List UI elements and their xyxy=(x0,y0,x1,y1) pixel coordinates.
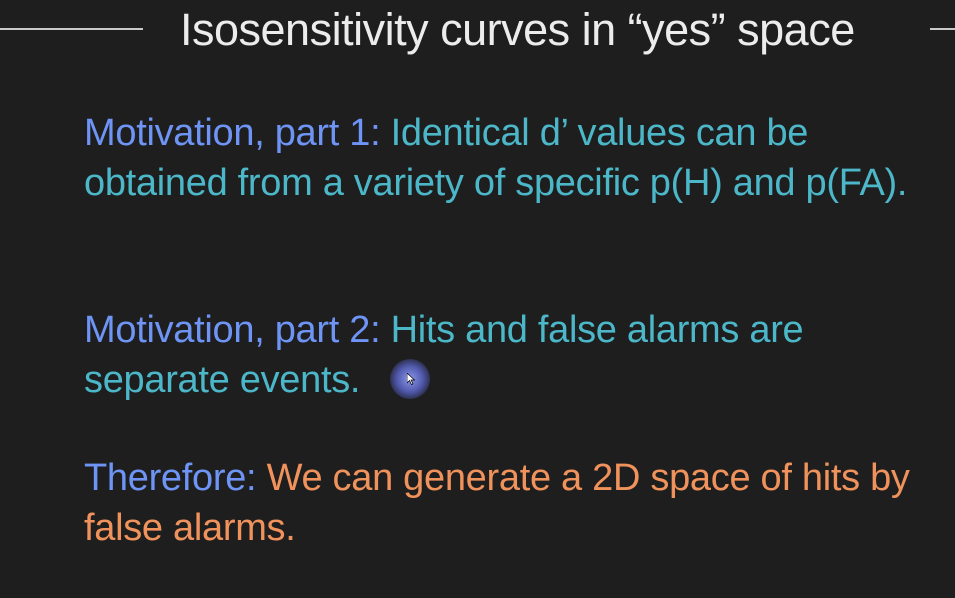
title-rule-left xyxy=(0,28,143,30)
paragraph-lead: Motivation, part 2: xyxy=(84,309,381,351)
paragraph-body: Identical d’ values can be obtained from… xyxy=(84,112,908,204)
paragraph-lead: Therefore: xyxy=(84,457,257,499)
title-rule-right xyxy=(930,28,955,30)
paragraph-therefore: Therefore: We can generate a 2D space of… xyxy=(84,453,944,553)
paragraph-lead: Motivation, part 1: xyxy=(84,112,381,154)
paragraph-body: We can generate a 2D space of hits by fa… xyxy=(84,457,910,549)
paragraph-body: Hits and false alarms are separate event… xyxy=(84,309,804,401)
paragraph-motivation-2: Motivation, part 2: Hits and false alarm… xyxy=(84,305,944,405)
pointer-arrow-icon xyxy=(407,373,416,385)
slide-title: Isosensitivity curves in “yes” space xyxy=(180,4,855,55)
paragraph-motivation-1: Motivation, part 1: Identical d’ values … xyxy=(84,108,944,208)
